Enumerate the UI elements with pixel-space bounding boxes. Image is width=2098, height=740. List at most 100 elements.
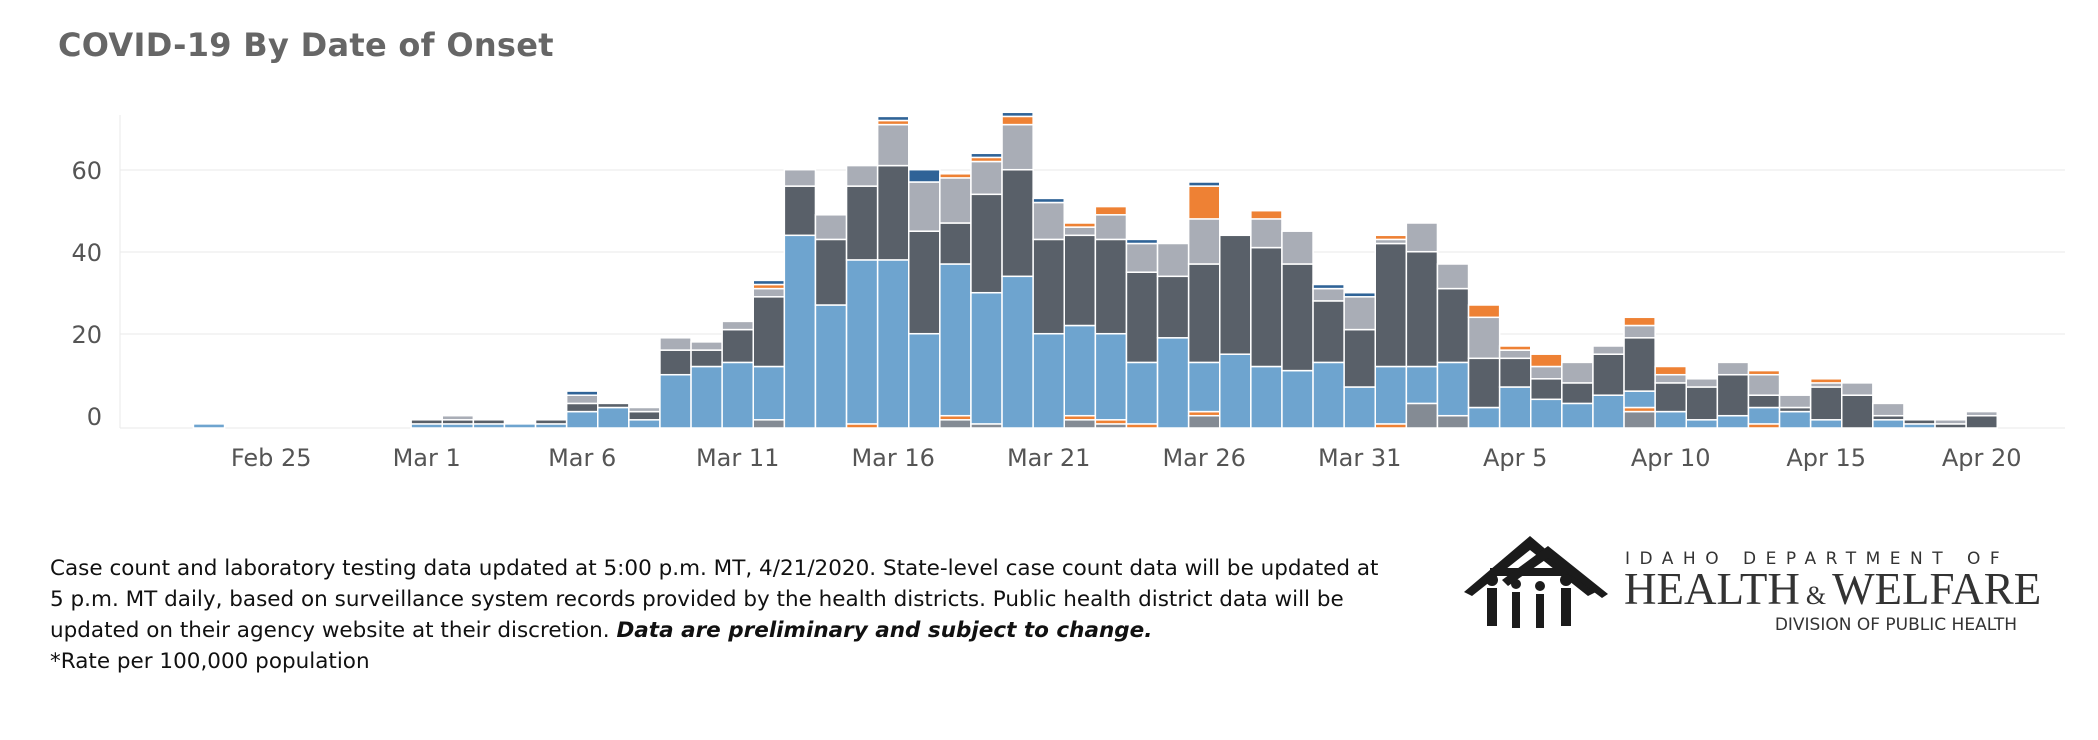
y-tick-label: 20	[71, 321, 102, 349]
bar-segment-mar-23-s5	[1094, 205, 1128, 216]
bar-segment-apr-4-s5	[1467, 304, 1501, 319]
bar-segment-mar-9-s3	[659, 349, 692, 376]
bar-segment-mar-14-s3	[814, 238, 848, 306]
bar-segment-mar-31-s3	[1343, 328, 1377, 388]
bar-segment-apr-11-s2	[1685, 419, 1719, 429]
bar-segment-mar-19-s6	[970, 152, 1003, 159]
bar-segment-mar-15-s3	[845, 185, 879, 261]
bar-segment-mar-21-s4	[1032, 201, 1066, 241]
bar-segment-mar-24-s2	[1125, 361, 1159, 425]
bar-segment-apr-13-s2	[1747, 406, 1781, 425]
covid-onset-chart: 0 20 40 60 Feb 25 Mar 1 Mar 6 Mar 11 Mar 16 Mar 2…	[71, 111, 2065, 472]
bar-segment-apr-12-s3	[1716, 373, 1750, 417]
bar-segment-mar-21-s6	[1032, 197, 1066, 204]
bar-segment-apr-2-s4	[1405, 222, 1439, 253]
bar-segment-apr-7-s2	[1561, 402, 1594, 429]
bar-segment-mar-30-s2	[1312, 361, 1345, 429]
bar-segment-apr-15-s3	[1809, 386, 1843, 421]
bar-segment-mar-17-s3	[908, 230, 941, 335]
logo-line-2: HEALTH & WELFARE	[1624, 564, 2041, 614]
footnote-line-4: *Rate per 100,000 population	[50, 649, 370, 674]
bar-segment-mar-13-s2	[783, 234, 817, 429]
bar-segment-mar-28-s5	[1250, 209, 1283, 220]
bar-segment-mar-26-s5	[1187, 185, 1221, 220]
bar-segment-apr-3-s3	[1436, 287, 1470, 364]
bar-segment-mar-12-s6	[752, 279, 786, 286]
bar-segment-mar-29-s2	[1281, 369, 1314, 429]
bar-segment-mar-23-s2	[1094, 332, 1128, 421]
bar-segment-apr-6-s2	[1530, 398, 1563, 429]
bar-segment-mar-11-s3	[721, 328, 755, 364]
bar-segment-mar-17-s4	[908, 181, 941, 232]
bar-segment-mar-22-s5	[1063, 222, 1097, 228]
footnote-line-3-text: updated on their agency website at their…	[50, 618, 617, 643]
x-tick-label: Mar 11	[696, 444, 779, 472]
bar-segment-mar-16-s3	[876, 164, 910, 261]
bar-segment-mar-21-s2	[1032, 332, 1066, 429]
bar-segment-mar-22-s2	[1063, 324, 1097, 417]
bar-segment-apr-6-s3	[1530, 378, 1563, 401]
bar-segment-mar-20-s5	[1001, 115, 1034, 126]
bar-segment-apr-8-s3	[1592, 353, 1625, 396]
bar-segment-apr-6-s4	[1530, 365, 1563, 380]
bar-segment-apr-5-s5	[1498, 345, 1532, 351]
bar-segment-mar-19-s2	[970, 291, 1003, 425]
bar-segment-mar-8-s4	[628, 406, 661, 413]
bar-segment-mar-23-s3	[1094, 238, 1128, 335]
bar-segment-mar-26-s3	[1187, 263, 1221, 364]
bar-segment-mar-27-s2	[1219, 353, 1252, 429]
footnote: Case count and laboratory testing data u…	[50, 553, 1470, 677]
bar-segment-apr-10-s3	[1654, 382, 1688, 413]
bar-segment-apr-6-s5	[1530, 353, 1563, 368]
bar-segment-mar-18-s5	[939, 173, 972, 179]
bar-segment-apr-14-s4	[1778, 394, 1812, 409]
y-tick-label: 60	[71, 157, 102, 185]
bar-segment-mar-7-s2	[597, 406, 630, 429]
bar-segment-mar-15-s4	[845, 164, 879, 187]
bar-segment-mar-22-s4	[1063, 226, 1097, 237]
bar-segment-mar-10-s4	[690, 341, 723, 351]
bar-segment-apr-10-s5	[1654, 365, 1688, 376]
bar-segment-apr-14-s2	[1778, 410, 1812, 429]
bar-segment-apr-3-s2	[1436, 361, 1470, 417]
bar-segment-mar-24-s3	[1125, 271, 1159, 364]
bar-segment-mar-20-s3	[1001, 168, 1034, 278]
bar-segment-mar-21-s3	[1032, 238, 1066, 335]
bar-segment-apr-3-s4	[1436, 263, 1470, 290]
bar-segment-apr-4-s2	[1467, 406, 1501, 429]
x-tick-label: Apr 10	[1631, 444, 1711, 472]
bar-segment-apr-16-s4	[1841, 382, 1874, 396]
bar-segment-apr-10-s4	[1654, 373, 1688, 384]
bar-segment-apr-11-s3	[1685, 386, 1719, 421]
bar-segment-mar-29-s3	[1281, 263, 1314, 372]
logo-health: HEALTH	[1624, 564, 1800, 614]
bar-segment-apr-8-s2	[1592, 394, 1625, 429]
bar-segment-apr-10-s2	[1654, 410, 1688, 429]
bar-segment-mar-3-s3	[472, 419, 506, 425]
bar-segment-mar-1-s3	[410, 419, 443, 425]
bar-segment-feb-23-s2	[192, 423, 226, 429]
x-tick-label: Mar 16	[851, 444, 934, 472]
bar-segment-mar-16-s4	[876, 123, 910, 167]
bar-segment-mar-8-s3	[628, 410, 661, 421]
bar-segment-mar-29-s4	[1281, 230, 1314, 265]
bar-segment-mar-31-s6	[1343, 291, 1377, 298]
bar-segment-apr-13-s4	[1747, 373, 1781, 396]
bar-segment-apr-1-s3	[1374, 242, 1408, 368]
bar-segment-mar-26-s6	[1187, 181, 1221, 187]
bar-segment-apr-1-s2	[1374, 365, 1408, 425]
bar-segment-apr-16-s3	[1841, 394, 1874, 429]
bar-segment-apr-4-s4	[1467, 316, 1501, 360]
y-tick-label: 0	[87, 403, 102, 431]
bar-segment-apr-5-s4	[1498, 349, 1532, 360]
bar-segment-mar-4-s2	[503, 423, 537, 429]
bar-segment-mar-12-s2	[752, 365, 786, 421]
bar-segment-mar-28-s2	[1250, 365, 1283, 429]
logo-welfare: WELFARE	[1832, 564, 2041, 614]
bar-segment-mar-11-s2	[721, 361, 755, 429]
bar-segment-mar-12-s3	[752, 296, 786, 368]
bar-segment-mar-22-s3	[1063, 234, 1097, 327]
idaho-dhw-logo: IDAHO DEPARTMENT OF HEALTH & WELFARE DIVIS…	[1464, 536, 2041, 635]
bar-segment-apr-17-s4	[1872, 402, 1905, 417]
bar-segment-apr-11-s4	[1685, 378, 1719, 388]
